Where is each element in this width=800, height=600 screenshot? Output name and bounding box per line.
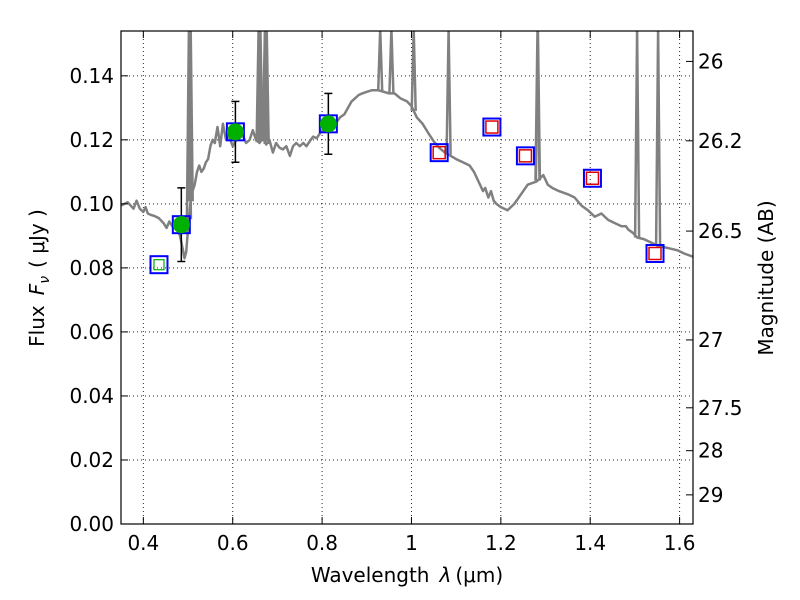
x-tick-label: 1.6	[664, 531, 696, 555]
x-tick-label: 1.2	[485, 531, 517, 555]
data-points	[149, 92, 665, 275]
y-tick-label: 0.10	[69, 192, 114, 216]
model-photometry-square	[515, 146, 535, 166]
y2-tick-label: 27	[698, 328, 723, 352]
y2-tick-label: 26	[698, 49, 723, 73]
x-tick-label: 0.4	[127, 531, 159, 555]
x-axis-title: Wavelength λ (μm)	[311, 563, 503, 587]
upper-limit-square	[648, 246, 662, 261]
observed-point	[319, 115, 337, 133]
y2-tick-label: 29	[698, 483, 723, 507]
y-tick-label: 0.14	[69, 64, 114, 88]
emission-line-spike	[534, 31, 541, 181]
plot-area	[121, 31, 693, 275]
x-tick-label: 1	[405, 531, 418, 555]
observed-point	[226, 123, 244, 141]
emission-line-spike	[633, 31, 641, 238]
model-photometry-square	[582, 168, 602, 188]
emission-line-spike	[257, 31, 264, 142]
y-axis-title: FluxFν( μJy )	[25, 209, 53, 347]
y-tick-label: 0.02	[69, 448, 114, 472]
emission-line-spike	[187, 31, 194, 202]
emission-line-spike	[410, 31, 417, 111]
model-photometry-square	[429, 143, 449, 163]
emission-line-spike	[376, 31, 384, 91]
y-tick-label: 0.12	[69, 128, 114, 152]
upper-limit-square	[518, 149, 533, 163]
observed-point	[172, 216, 190, 234]
grid	[121, 31, 693, 524]
emission-line-spike	[388, 31, 395, 94]
plot-frame	[120, 30, 694, 525]
y-tick-label: 0.06	[69, 320, 114, 344]
emission-line-spike	[654, 31, 662, 246]
y-tick-label: 0.00	[69, 512, 114, 536]
upper-limit-square	[585, 171, 600, 186]
spectrum-line	[121, 88, 693, 260]
model-photometry-square	[645, 243, 665, 263]
y2-tick-label: 27.5	[698, 396, 743, 420]
y-tick-label: 0.04	[69, 384, 114, 408]
y2-tick-label: 28	[698, 439, 723, 463]
x-tick-label: 0.8	[306, 531, 338, 555]
x-tick-label: 0.6	[217, 531, 249, 555]
x-axis: 0.4 0.6 0.8 1 1.2 1.4 1.6	[127, 31, 696, 555]
upper-limit-square	[485, 120, 499, 134]
emission-line-spike	[263, 31, 270, 145]
nondetection-marker	[153, 259, 165, 271]
y2-tick-label: 26.5	[698, 219, 743, 243]
model-photometry-square	[482, 117, 502, 137]
y2-tick-label: 26.2	[698, 129, 743, 153]
x-tick-label: 1.4	[574, 531, 606, 555]
y2-axis-title: Magnitude (AB)	[754, 200, 778, 355]
emission-line-spike	[445, 31, 452, 155]
y2-axis: 26 26.2 26.5 27 27.5 28 29	[686, 49, 743, 507]
upper-limit-square	[432, 145, 446, 160]
y-tick-label: 0.08	[69, 256, 114, 280]
model-spectrum	[121, 31, 693, 260]
y-axis: 0.00 0.02 0.04 0.06 0.08 0.10 0.12 0.14	[69, 64, 128, 536]
model-photometry-square	[149, 255, 169, 275]
